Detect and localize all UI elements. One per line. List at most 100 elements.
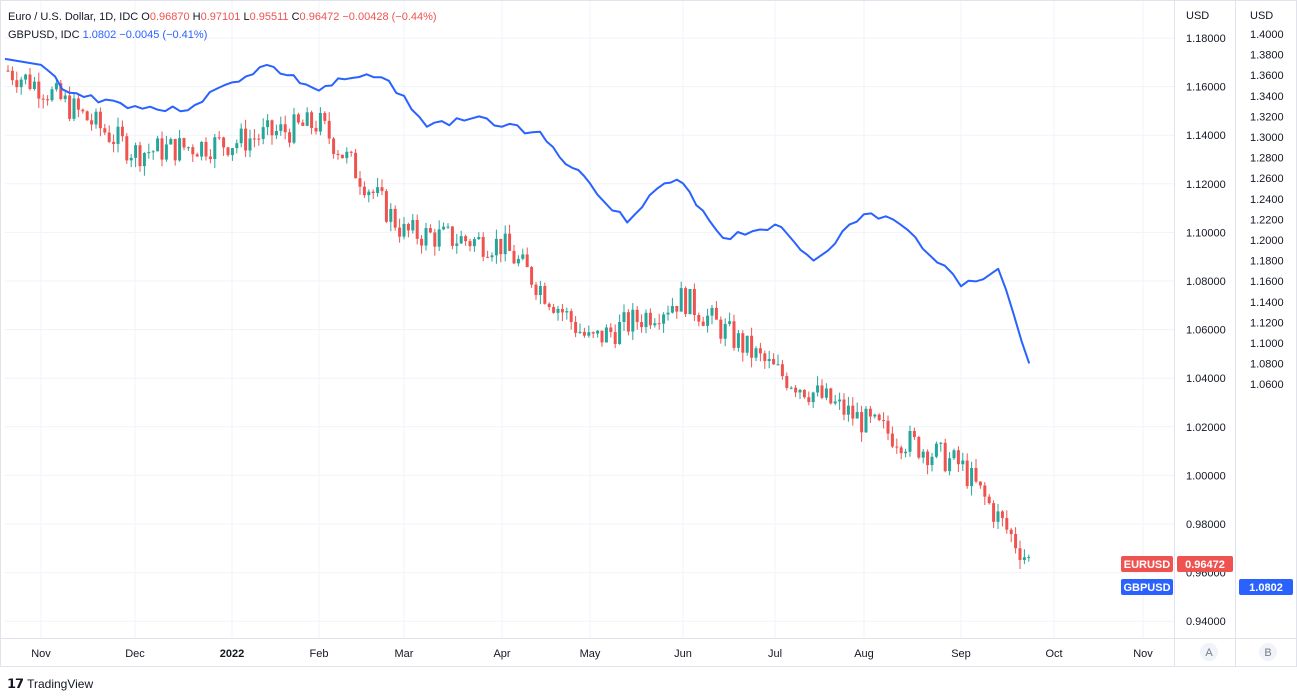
high-value: 0.97101 xyxy=(200,11,241,23)
candle-body xyxy=(657,323,661,325)
candle-body xyxy=(780,364,784,377)
candle-body xyxy=(635,309,639,323)
left-axis-tick-label: 1.04000 xyxy=(1186,373,1226,385)
candle-body xyxy=(384,191,388,222)
candle-body xyxy=(807,397,811,403)
candle-body xyxy=(437,229,441,247)
eurusd-symbol: Euro / U.S. Dollar, 1D, IDC xyxy=(8,11,139,23)
candle-body xyxy=(327,120,331,139)
x-axis-tick-label: Dec xyxy=(125,648,145,660)
gbpusd-line xyxy=(4,57,1031,364)
candle-body xyxy=(864,408,868,433)
left-axis-tick-label: 1.16000 xyxy=(1186,82,1226,94)
candle-body xyxy=(195,154,199,157)
candle-body xyxy=(508,233,512,251)
right-axis-currency: USD xyxy=(1250,10,1273,22)
candle-body xyxy=(420,238,424,246)
candle-body xyxy=(134,145,138,158)
candle-body xyxy=(15,80,19,88)
candle-body xyxy=(596,330,600,334)
tradingview-logo-icon: 𝟭𝟳 xyxy=(7,676,24,691)
candle-body xyxy=(336,153,340,155)
gbpusd-symbol: GBPUSD, IDC xyxy=(8,29,80,41)
candle-body xyxy=(917,436,921,458)
candle-body xyxy=(107,132,111,142)
candle-body xyxy=(248,138,252,151)
candle-body xyxy=(587,332,591,336)
candle-body xyxy=(618,321,622,344)
candle-body xyxy=(19,79,23,88)
right-axis-tick-label: 1.1000 xyxy=(1250,338,1284,350)
candle-body xyxy=(644,312,648,328)
x-axis-tick-label: 2022 xyxy=(220,648,244,660)
x-axis-tick-label: Jul xyxy=(768,648,782,660)
scale-b-button[interactable]: B xyxy=(1259,643,1277,661)
candle-body xyxy=(926,451,930,466)
tradingview-brand: TradingView xyxy=(27,677,94,691)
candle-body xyxy=(794,387,798,393)
candle-body xyxy=(345,151,349,159)
candle-body xyxy=(90,120,94,125)
candle-body xyxy=(582,331,586,336)
candle-body xyxy=(741,333,745,353)
candle-body xyxy=(235,143,239,149)
left-axis-tick-label: 1.08000 xyxy=(1186,276,1226,288)
candle-body xyxy=(974,467,978,482)
candle-body xyxy=(983,485,987,497)
candle-body xyxy=(459,236,463,244)
candle-body xyxy=(358,178,362,187)
candle-body xyxy=(574,322,578,333)
candle-body xyxy=(882,420,886,422)
candle-body xyxy=(173,138,177,161)
candle-body xyxy=(120,126,124,137)
right-axis-tick-label: 1.3200 xyxy=(1250,111,1284,123)
candle-body xyxy=(37,81,41,99)
candle-body xyxy=(952,450,956,459)
candle-body xyxy=(46,99,50,101)
candle-body xyxy=(534,284,538,296)
gbpusd-value: 1.0802 xyxy=(82,29,117,41)
candle-body xyxy=(398,227,402,237)
candle-body xyxy=(178,138,182,161)
scale-a-button[interactable]: A xyxy=(1200,643,1218,661)
svg-text:EURUSD: EURUSD xyxy=(1124,559,1171,571)
candle-body xyxy=(142,152,146,167)
candle-body xyxy=(802,389,806,398)
candle-body xyxy=(477,236,481,240)
candle-body xyxy=(1018,548,1022,560)
candle-body xyxy=(323,112,327,121)
candle-body xyxy=(72,98,76,119)
candle-body xyxy=(490,255,494,258)
candle-body xyxy=(675,306,679,312)
left-axis-tick-label: 1.00000 xyxy=(1186,470,1226,482)
left-axis-tick-label: 1.02000 xyxy=(1186,422,1226,434)
candle-body xyxy=(472,239,476,247)
candle-body xyxy=(565,311,569,313)
right-axis-tick-label: 1.3400 xyxy=(1250,91,1284,103)
candle-body xyxy=(719,319,723,339)
candle-body xyxy=(908,430,912,452)
candle-body xyxy=(252,138,256,140)
tradingview-logo[interactable]: 𝟭𝟳 TradingView xyxy=(7,676,93,692)
candle-body xyxy=(424,228,428,246)
candle-body xyxy=(961,460,965,465)
candle-body xyxy=(873,414,877,417)
candle-body xyxy=(578,331,582,333)
candle-body xyxy=(213,137,217,159)
x-axis-tick-label: Nov xyxy=(1133,648,1153,660)
candle-body xyxy=(41,98,45,100)
right-axis-tick-label: 1.1800 xyxy=(1250,256,1284,268)
close-label: C xyxy=(291,11,300,23)
candle-body xyxy=(270,120,274,136)
svg-text:GBPUSD: GBPUSD xyxy=(1123,582,1170,594)
left-axis-tick-label: 0.94000 xyxy=(1186,616,1226,628)
svg-text:0.96472: 0.96472 xyxy=(1185,559,1225,571)
candle-body xyxy=(829,388,833,404)
candle-body xyxy=(230,148,234,156)
candle-body xyxy=(1027,557,1031,559)
candle-body xyxy=(468,241,472,247)
candle-body xyxy=(257,138,261,140)
left-axis-tick-label: 1.18000 xyxy=(1186,33,1226,45)
candle-body xyxy=(1000,511,1004,519)
